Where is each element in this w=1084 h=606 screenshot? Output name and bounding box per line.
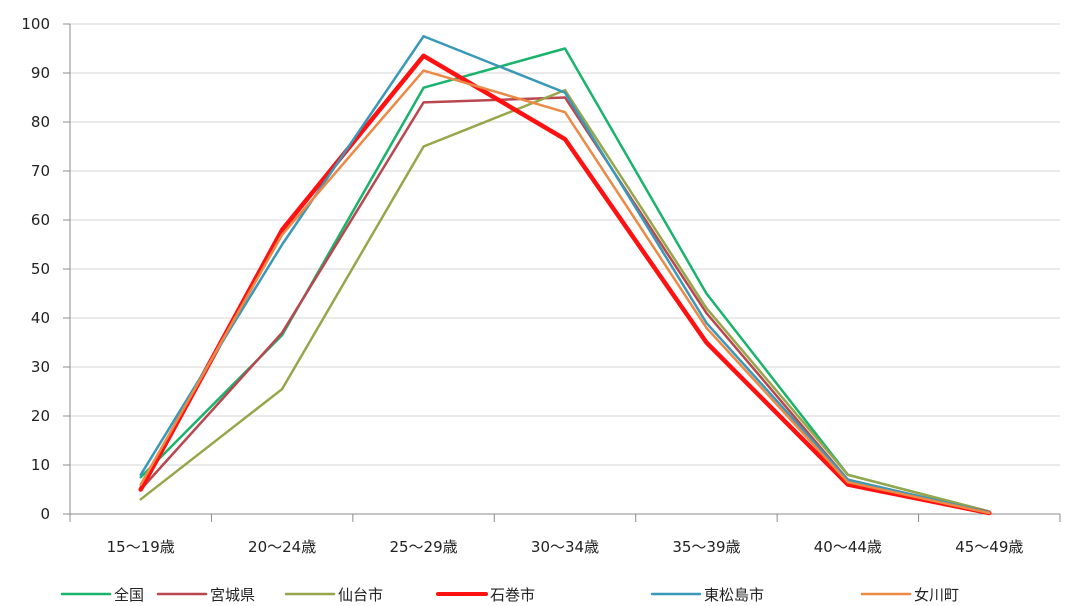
- x-tick-label-2: 25～29歳: [389, 538, 457, 556]
- legend-label-5: 女川町: [914, 586, 959, 604]
- y-tick-label-80: 80: [31, 113, 50, 131]
- legend: 全国 宮城県 仙台市 石巻市 東松島市 女川町: [60, 586, 959, 604]
- x-tick-label-1: 20～24歳: [248, 538, 316, 556]
- series-line-1: [139, 96, 991, 514]
- series-line-3: [138, 53, 992, 516]
- y-tick-label-90: 90: [31, 64, 50, 82]
- y-tick-label-40: 40: [31, 309, 50, 327]
- x-tick-label-6: 45～49歳: [955, 538, 1023, 556]
- y-tick-label-0: 0: [40, 505, 50, 523]
- y-tick-label-50: 50: [31, 260, 50, 278]
- series-line-5: [139, 69, 991, 515]
- legend-label-3: 石巻市: [490, 586, 535, 604]
- y-tick-label-20: 20: [31, 407, 50, 425]
- series-line-0: [139, 47, 991, 513]
- axes: 0 10 20 30 40 50 60 70 80 90 100 15～19歳 20～24歳 25～29歳…: [21, 15, 1061, 556]
- series-line-2: [139, 88, 991, 513]
- y-tick-label-10: 10: [31, 456, 50, 474]
- y-tick-label-70: 70: [31, 162, 50, 180]
- series-lines: [138, 35, 992, 516]
- x-tick-label-4: 35～39歳: [672, 538, 740, 556]
- legend-label-4: 東松島市: [704, 586, 764, 604]
- x-tick-label-3: 30～34歳: [531, 538, 599, 556]
- x-tick-label-5: 40～44歳: [814, 538, 882, 556]
- y-tick-label-60: 60: [31, 211, 50, 229]
- legend-label-0: 全国: [114, 586, 144, 604]
- y-tick-label-30: 30: [31, 358, 50, 376]
- gridlines: [70, 23, 1060, 515]
- x-tick-label-0: 15～19歳: [107, 538, 175, 556]
- y-tick-label-100: 100: [21, 15, 50, 33]
- legend-label-2: 仙台市: [338, 586, 383, 604]
- legend-label-1: 宮城県: [210, 586, 255, 604]
- series-line-4: [139, 35, 991, 514]
